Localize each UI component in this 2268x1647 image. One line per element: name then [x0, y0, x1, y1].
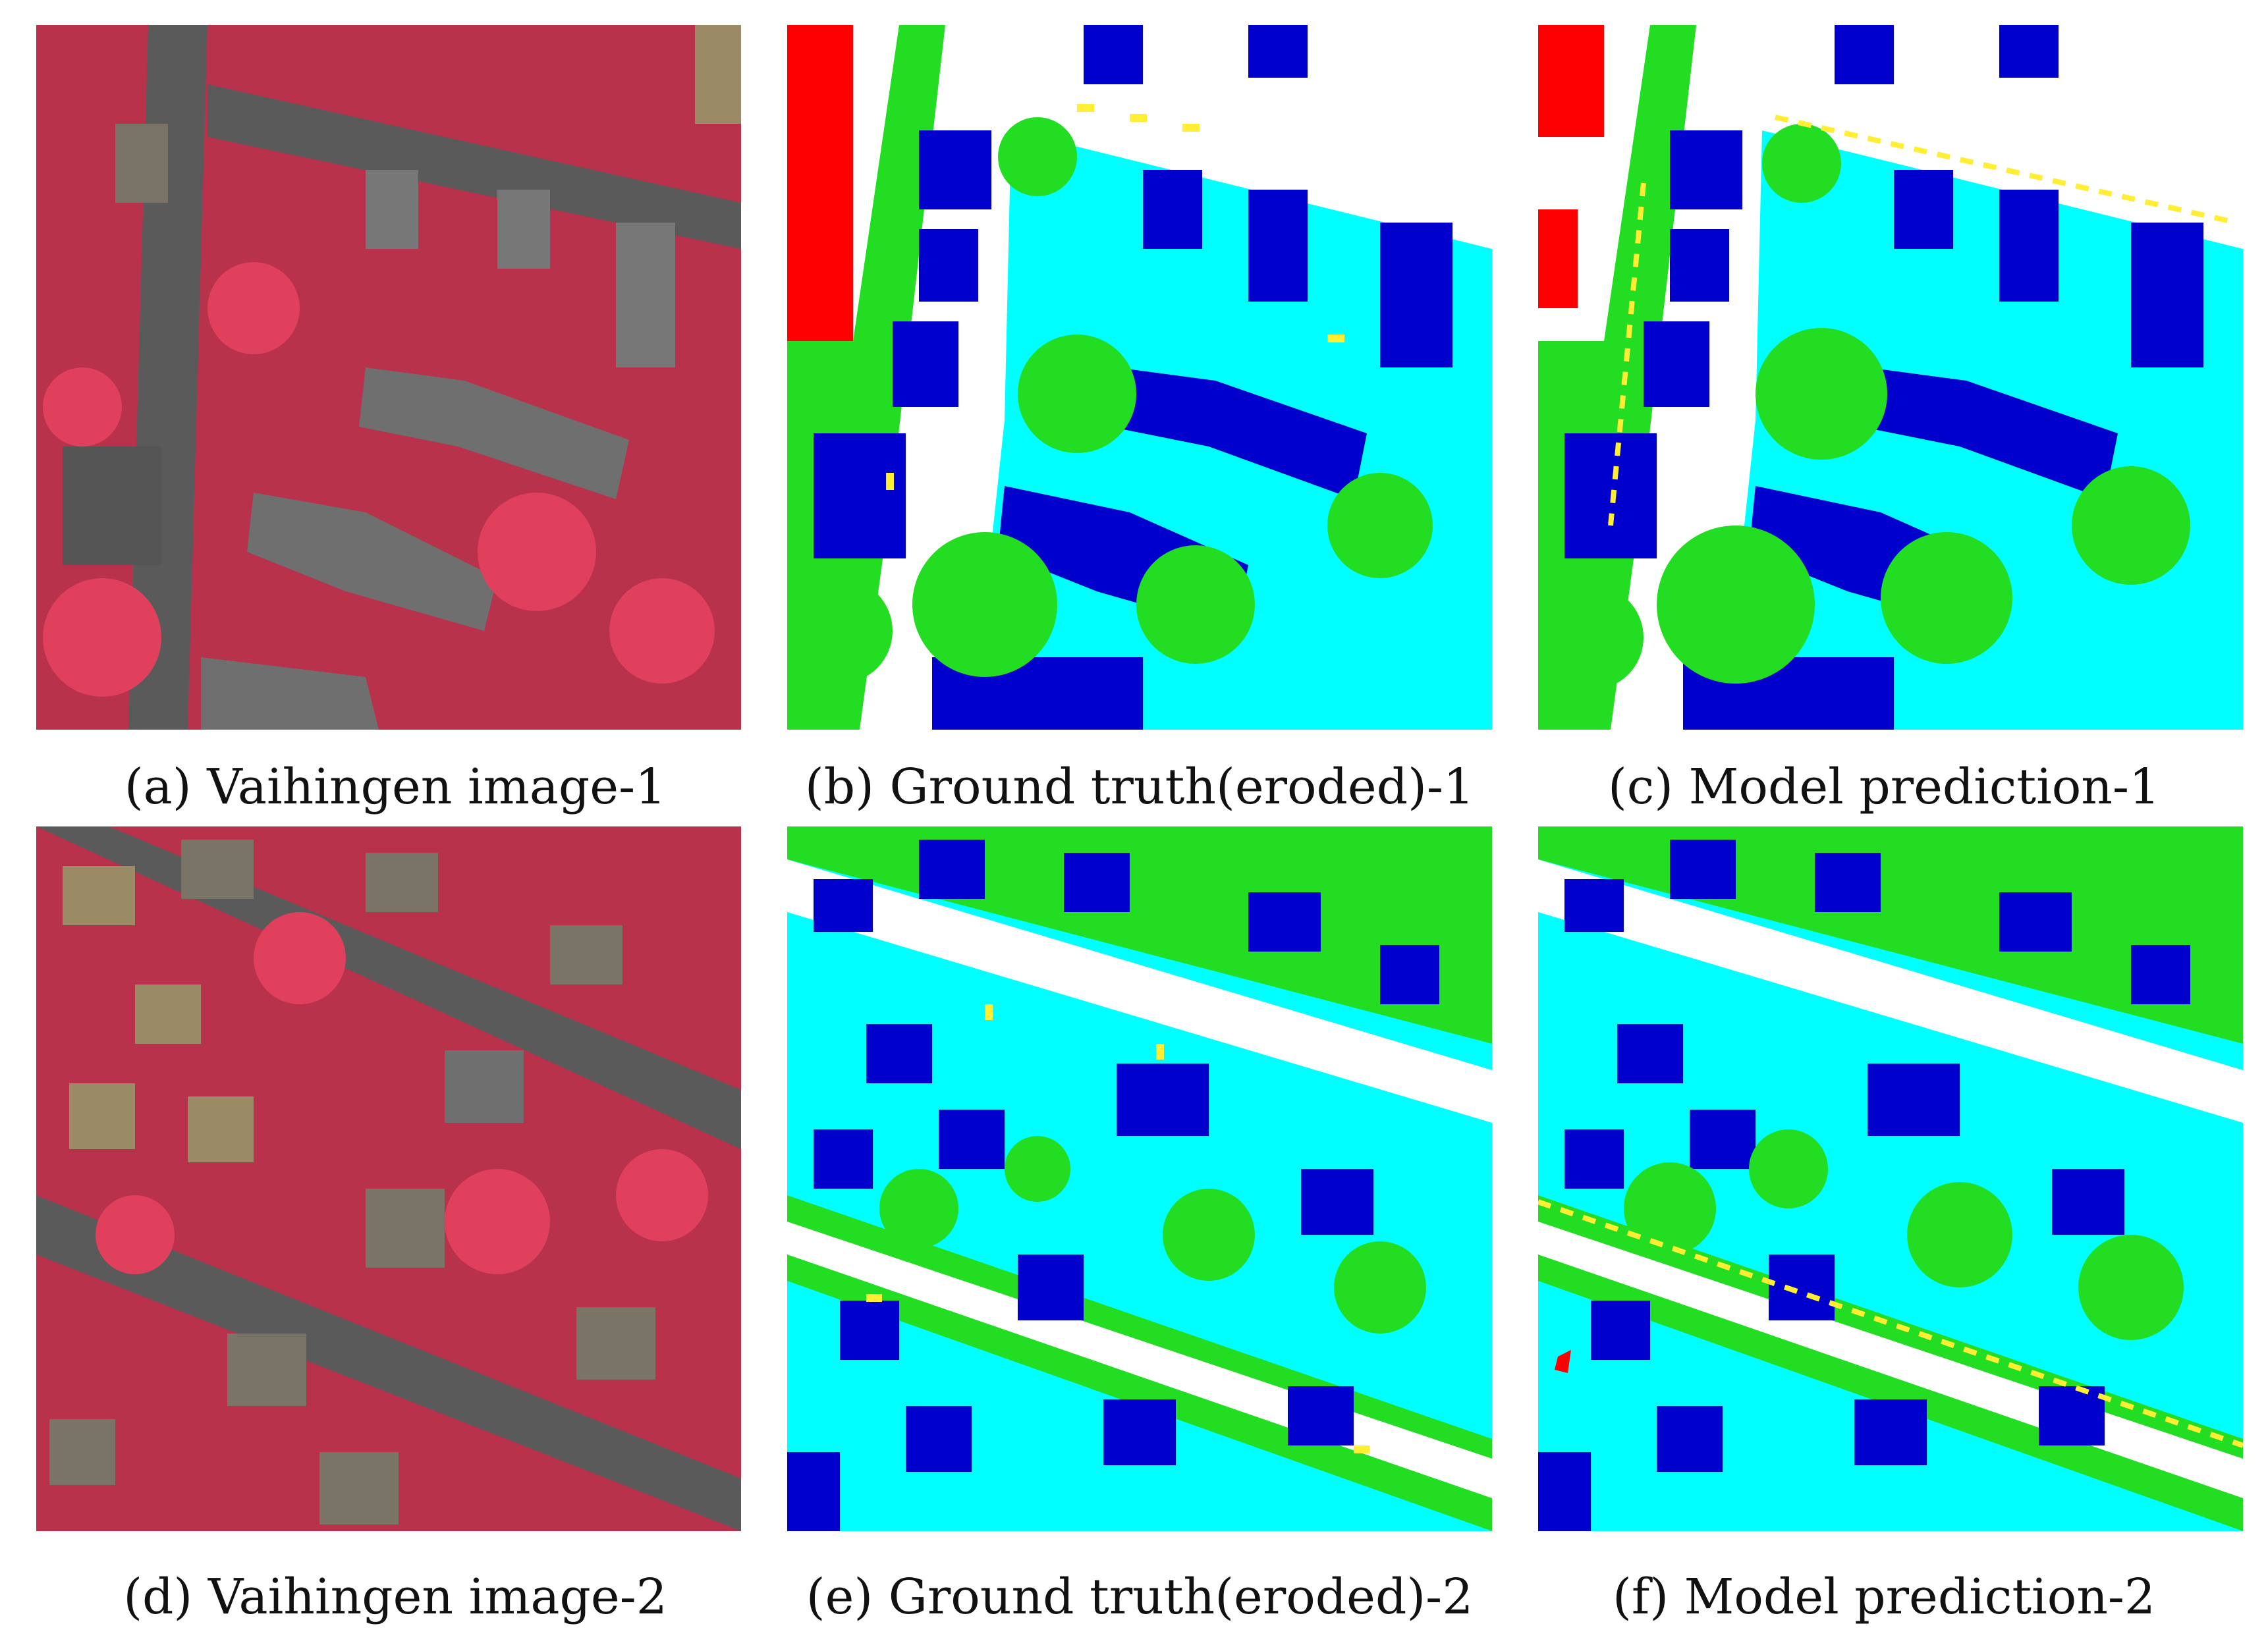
model-prediction-2 [1538, 826, 2243, 1531]
caption-b: (b) Ground truth(eroded)-1 [804, 759, 1475, 815]
caption-c: (c) Model prediction-1 [1607, 759, 2161, 815]
clutter-region [787, 25, 853, 341]
vaihingen-image-2 [36, 826, 741, 1531]
ground-truth-1 [787, 25, 1492, 730]
roof [115, 124, 168, 203]
caption-a: (a) Vaihingen image-1 [124, 759, 667, 815]
caption-d: (d) Vaihingen image-2 [123, 1569, 667, 1625]
vaihingen-image-1 [36, 25, 741, 730]
model-prediction-1 [1538, 25, 2243, 730]
caption-f: (f) Model prediction-2 [1612, 1569, 2156, 1625]
caption-e: (e) Ground truth(eroded)-2 [806, 1569, 1474, 1625]
ground-truth-2 [787, 826, 1492, 1531]
